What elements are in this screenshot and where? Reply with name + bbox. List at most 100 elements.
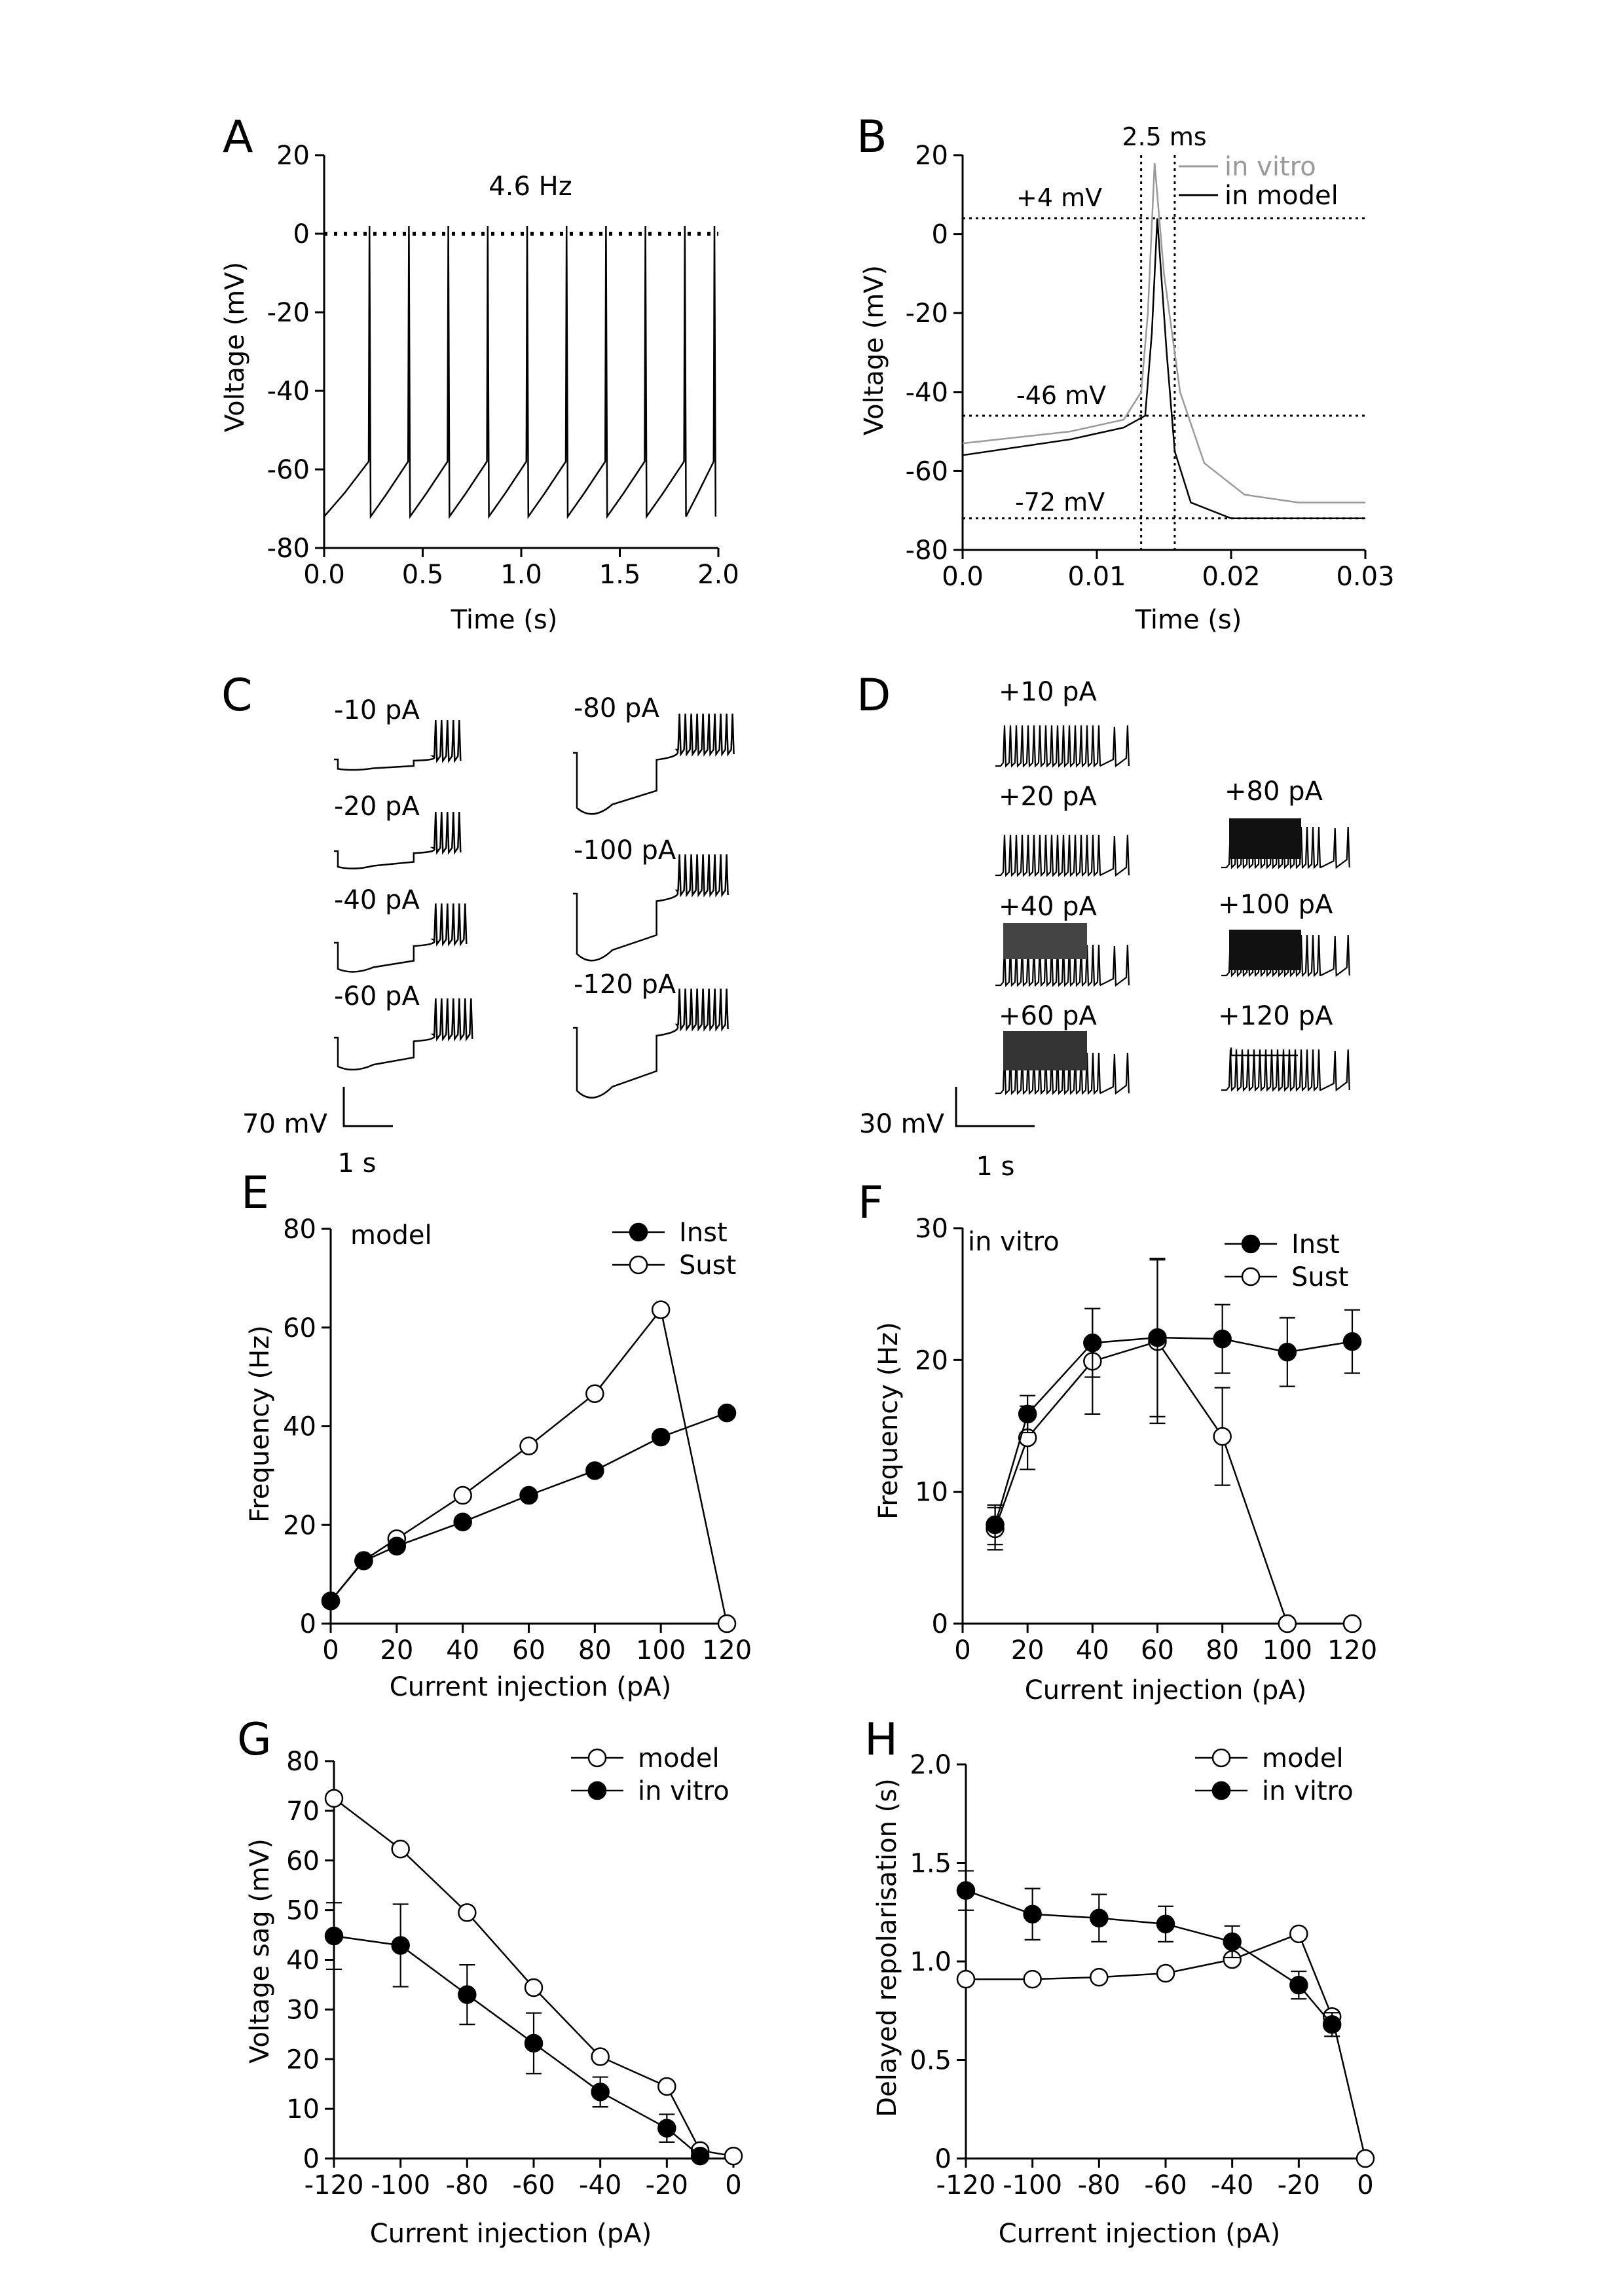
- panel-a-y-tick-label: 0: [293, 219, 310, 249]
- panel-g-legend-marker: [587, 1748, 607, 1768]
- trace-c-5: [573, 713, 735, 815]
- trace-label-d-2: +20 pA: [999, 782, 1098, 812]
- panel-e-sust-line: [330, 1307, 728, 1624]
- panel-h-in-vitro-point: [956, 1881, 976, 1900]
- panel-e-inst-point: [354, 1552, 373, 1571]
- panel-e-frequency-model: model Current injection (pA) Frequency (…: [245, 1214, 752, 1702]
- panel-g-model-point: [391, 1840, 410, 1859]
- panel-g-y-tick-label: 0: [303, 2144, 320, 2174]
- panel-letter-B: B: [857, 111, 887, 163]
- panel-f-sust-point: [1213, 1427, 1232, 1446]
- panel-h-x-tick-label: -20: [1278, 2170, 1320, 2200]
- panel-h-x-tick-label: -40: [1211, 2170, 1253, 2200]
- trace-c-3: [334, 903, 468, 973]
- panel-g-model-point: [524, 1978, 544, 1997]
- panel-e-x-tick-label: 80: [578, 1635, 612, 1666]
- trace-d-3: [995, 944, 1130, 987]
- panel-e-inst-point: [321, 1592, 341, 1611]
- panel-h-model-point: [956, 1969, 976, 1989]
- panel-f-inst-point: [1018, 1404, 1037, 1424]
- panel-h-legend-marker: [1211, 1748, 1231, 1768]
- panel-b-threshold-label: -46 mV: [1016, 381, 1106, 410]
- panel-e-x-tick-label: 20: [380, 1635, 413, 1666]
- panel-h-legend-label: in vitro: [1262, 1776, 1354, 1806]
- panel-f-note: in vitro: [968, 1227, 1060, 1257]
- panel-e-inst-point: [453, 1512, 472, 1531]
- panel-e-x-tick-label: 120: [702, 1635, 752, 1666]
- panel-h-model-point: [1023, 1969, 1042, 1989]
- trace-label-d-6: +100 pA: [1218, 890, 1333, 920]
- panel-b-x-tick-label: 0.02: [1202, 562, 1260, 592]
- scalebar-d: [955, 1087, 1035, 1127]
- panel-b-ahp-label: -72 mV: [1015, 488, 1105, 517]
- panel-g-in-vitro-point: [458, 1985, 477, 2004]
- panel-letter-F: F: [858, 1177, 883, 1229]
- trace-label-d-1: +10 pA: [999, 677, 1098, 707]
- panel-g-model-line: [333, 1797, 734, 2157]
- panel-g-in-vitro-point: [524, 2033, 544, 2053]
- panel-f-ylabel: Frequency (Hz): [874, 1322, 904, 1520]
- panel-h-model-point: [1156, 1963, 1175, 1983]
- panel-f-x-tick-label: 60: [1141, 1635, 1174, 1666]
- panel-g-y-tick-label: 70: [286, 1796, 320, 1827]
- panel-e-y-tick-label: 0: [300, 1609, 316, 1639]
- trace-label-d-7: +120 pA: [1218, 1001, 1333, 1031]
- panel-letter-G: G: [237, 1714, 272, 1766]
- scalebar-c-voltage: 70 mV: [242, 1109, 328, 1139]
- panel-h-in-vitro-point: [1289, 1975, 1308, 1995]
- trace-label-c-1: -10 pA: [334, 695, 420, 725]
- panel-f-xlabel: Current injection (pA): [1025, 1675, 1306, 1705]
- trace-d-7: [1221, 1049, 1350, 1092]
- panel-c-hyperpolarising-traces: -10 pA -20 pA -40 pA -60 pA -80 pA -100 …: [242, 693, 735, 1178]
- panel-f-y-tick-label: 30: [915, 1214, 948, 1244]
- panel-a-x-tick-label: 1.5: [599, 560, 641, 590]
- panel-a-voltage-trace: 4.6 Hz Time (s) Voltage (mV) 0.0 0.5 1.0 1.…: [220, 141, 739, 635]
- panel-e-x-tick-label: 60: [512, 1635, 545, 1666]
- panel-h-in-vitro-point: [1156, 1914, 1175, 1934]
- panel-f-inst-point: [1213, 1329, 1232, 1349]
- panel-h-x-tick-label: -120: [936, 2170, 996, 2200]
- panel-h-model-line: [966, 1933, 1367, 2159]
- scalebar-d-voltage: 30 mV: [859, 1109, 945, 1139]
- trace-d-4: [995, 1052, 1130, 1095]
- trace-d-2: [995, 834, 1130, 877]
- panel-h-in-vitro-point: [1322, 2015, 1342, 2034]
- panel-e-sust-point: [651, 1300, 671, 1319]
- panel-e-legend-marker: [629, 1222, 648, 1242]
- panel-h-y-tick-label: 1.0: [910, 1947, 951, 1977]
- panel-e-legend-marker: [629, 1255, 648, 1275]
- panel-f-x-tick-label: 20: [1011, 1635, 1044, 1666]
- trace-c-1: [334, 720, 462, 771]
- panel-f-inst-point: [986, 1515, 1005, 1535]
- panel-e-sust-point: [585, 1384, 604, 1404]
- panel-a-x-tick-label: 2.0: [697, 560, 739, 590]
- panel-h-in-vitro-line: [965, 1889, 1333, 2026]
- panel-f-legend-label: Inst: [1291, 1230, 1340, 1260]
- panel-b-ylabel: Voltage (mV): [859, 265, 889, 435]
- panel-e-inst-point: [651, 1427, 671, 1447]
- scalebar-c-time: 1 s: [337, 1148, 376, 1178]
- panel-e-sust-point: [717, 1614, 737, 1633]
- panel-g-in-vitro-point: [324, 1926, 344, 1946]
- panel-g-in-vitro-point: [391, 1936, 410, 1955]
- panel-g-x-tick-label: -20: [646, 2170, 688, 2200]
- panel-h-x-tick-label: 0: [1357, 2170, 1373, 2200]
- panel-e-inst-point: [387, 1537, 407, 1556]
- panel-g-model-point: [458, 1903, 477, 1922]
- panel-f-inst-point: [1278, 1343, 1297, 1362]
- panel-g-y-tick-label: 40: [286, 1946, 320, 1976]
- trace-d-1: [995, 725, 1130, 768]
- trace-label-c-6: -100 pA: [574, 835, 676, 866]
- panel-b-peak-label: +4 mV: [1016, 183, 1102, 212]
- panel-a-ylabel: Voltage (mV): [220, 262, 250, 432]
- panel-g-x-tick-label: -60: [512, 2170, 555, 2200]
- panel-letter-C: C: [221, 670, 252, 721]
- panel-e-inst-point: [717, 1403, 737, 1423]
- panel-f-frequency-in-vitro: in vitro Current injection (pA) Frequenc…: [874, 1214, 1377, 1705]
- panel-a-y-tick-label: -60: [267, 455, 310, 485]
- trace-c-6: [573, 854, 729, 962]
- panel-g-model-point: [657, 2077, 676, 2096]
- panel-g-x-tick-label: -40: [579, 2170, 621, 2200]
- panel-e-y-tick-label: 20: [283, 1510, 316, 1540]
- panel-e-inst-point: [585, 1461, 604, 1480]
